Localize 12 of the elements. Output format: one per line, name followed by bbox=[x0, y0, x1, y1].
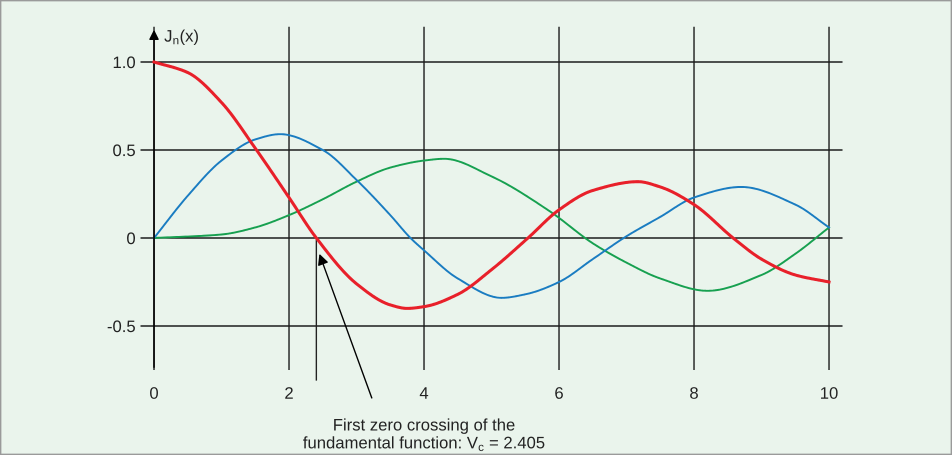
x-tick-label: 0 bbox=[150, 387, 158, 399]
x-tick-label: 10 bbox=[821, 387, 838, 399]
y-axis-title: J$_{n}$(x) bbox=[164, 30, 198, 46]
y-tick-label: -0.5 bbox=[108, 320, 135, 332]
annotation: First zero crossing of the fundamental function: V$_{c}$ = 2.405 bbox=[303, 418, 544, 452]
x-tick-label: 6 bbox=[555, 387, 563, 399]
x-tick-label: 4 bbox=[420, 387, 428, 399]
y-tick-label: 0 bbox=[127, 232, 136, 244]
x-tick-label: 2 bbox=[285, 387, 293, 399]
x-tick-label: 8 bbox=[690, 387, 698, 399]
y-tick-label: 1.0 bbox=[114, 56, 136, 68]
y-tick-label: 0.5 bbox=[113, 144, 135, 156]
